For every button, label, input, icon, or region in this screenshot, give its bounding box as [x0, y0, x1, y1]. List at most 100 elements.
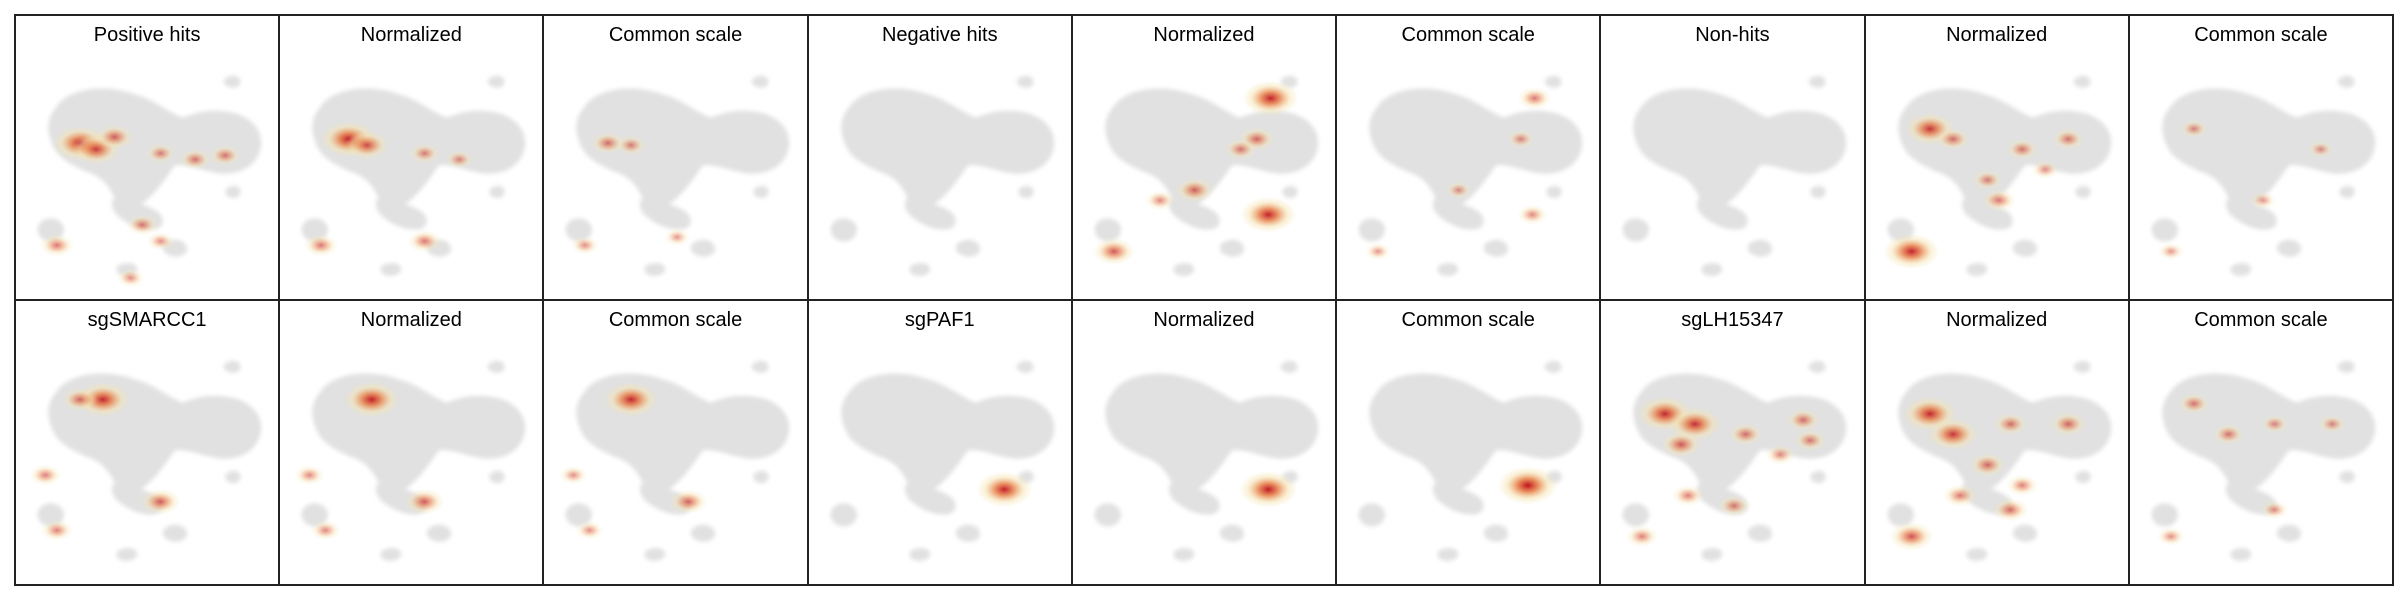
cell-cluster [487, 75, 505, 88]
cell-cluster [487, 360, 505, 373]
cell-cloud [1094, 360, 1319, 561]
cell-cluster [909, 263, 930, 276]
cell-cluster [2337, 75, 2355, 88]
density-hotspot [310, 520, 341, 541]
density-hotspot [409, 143, 440, 164]
density-hotspot [2318, 414, 2346, 434]
cell-cluster [223, 75, 241, 88]
umap-embedding [1622, 360, 1847, 561]
density-hotspot [1144, 190, 1175, 211]
cell-cluster [1016, 360, 1034, 373]
density-hotspot [1889, 522, 1933, 551]
density-overlay [1889, 396, 2086, 551]
cell-cluster [691, 524, 716, 542]
umap-panel: sgSMARCC1 [16, 301, 281, 586]
panel-title: sgSMARCC1 [87, 309, 207, 331]
density-hotspot [1786, 408, 1821, 432]
cell-cluster [909, 548, 930, 561]
cell-cluster [2225, 197, 2277, 230]
density-hotspot [1445, 181, 1472, 199]
cell-cluster [904, 482, 956, 515]
umap-embedding [1883, 75, 2111, 276]
density-hotspot [2049, 412, 2086, 436]
cell-cluster [2276, 524, 2301, 542]
cell-cluster [1810, 470, 1827, 484]
cell-cluster [1369, 373, 1583, 492]
density-hotspot [116, 268, 145, 288]
umap-embedding [559, 360, 790, 561]
density-overlay [1626, 396, 1827, 547]
density-hotspot [1092, 237, 1135, 265]
density-hotspot [1969, 453, 2005, 477]
umap-panel: sgLH15347 [1601, 301, 1866, 586]
umap-panel: Common scale [2129, 16, 2394, 301]
cell-cluster [1358, 503, 1386, 527]
density-hotspot [304, 234, 339, 257]
cell-cluster [566, 503, 593, 527]
cell-cluster [644, 548, 666, 561]
cell-cloud [2151, 360, 2375, 561]
cell-cluster [830, 218, 857, 242]
cell-cluster [1808, 75, 1826, 88]
cell-cluster [1748, 239, 1773, 257]
density-overlay [2156, 393, 2346, 546]
cell-cluster [1168, 197, 1220, 230]
panel-title: Normalized [1153, 24, 1255, 46]
density-hotspot [1626, 525, 1659, 547]
cell-cluster [753, 185, 770, 199]
cell-cluster [1094, 218, 1121, 242]
density-hotspot [1942, 484, 1977, 507]
cell-cluster [1961, 197, 2013, 230]
cell-cluster [2339, 185, 2355, 199]
cell-cluster [752, 75, 769, 88]
umap-embedding [830, 75, 1054, 276]
cell-cluster [752, 360, 769, 373]
umap-panel: Common scale [1337, 301, 1602, 586]
cell-cluster [2151, 218, 2178, 242]
density-hotspot [62, 387, 98, 412]
panel-title: Common scale [2194, 309, 2328, 331]
cell-cluster [1701, 263, 1723, 276]
density-overlay [571, 131, 691, 255]
density-hotspot [41, 519, 73, 541]
umap-panel: Negative hits [808, 16, 1073, 301]
density-hotspot [2260, 414, 2289, 434]
cell-cluster [1282, 185, 1298, 199]
cell-cluster [753, 470, 770, 484]
cell-cluster [2230, 263, 2251, 276]
cell-cluster [1105, 88, 1319, 207]
cell-cluster [380, 263, 402, 276]
umap-panel: Normalized [1865, 16, 2130, 301]
cell-cluster [225, 470, 241, 484]
cell-cluster [2230, 548, 2251, 561]
umap-embedding [1094, 360, 1319, 561]
density-hotspot [2005, 138, 2038, 160]
density-hotspot [1224, 138, 1257, 160]
density-hotspot [179, 148, 212, 171]
density-hotspot [1365, 242, 1391, 261]
cell-cluster [1810, 185, 1827, 199]
cell-cluster [1546, 185, 1562, 199]
panel-title: Common scale [1401, 24, 1535, 46]
cell-cloud [2151, 75, 2375, 276]
density-hotspot [1672, 484, 1705, 507]
umap-embedding [37, 75, 262, 288]
density-hotspot [1175, 177, 1214, 203]
density-hotspot [1794, 429, 1827, 451]
density-overlay [1239, 471, 1298, 508]
cell-cluster [1219, 524, 1244, 542]
umap-embedding [830, 360, 1054, 561]
density-hotspot [2260, 500, 2289, 520]
umap-panel: Normalized [280, 16, 545, 301]
cell-cluster [1437, 263, 1459, 276]
cell-cluster [2276, 239, 2301, 257]
cell-cluster [576, 88, 790, 207]
panel-title: sgPAF1 [904, 309, 975, 331]
umap-embedding [29, 360, 262, 561]
umap-panel: Common scale [2129, 301, 2394, 586]
density-overlay [304, 121, 474, 257]
density-hotspot [1972, 169, 2003, 190]
panel-title: Negative hits [881, 24, 998, 46]
density-hotspot [145, 143, 176, 164]
cell-cluster [2151, 503, 2178, 527]
